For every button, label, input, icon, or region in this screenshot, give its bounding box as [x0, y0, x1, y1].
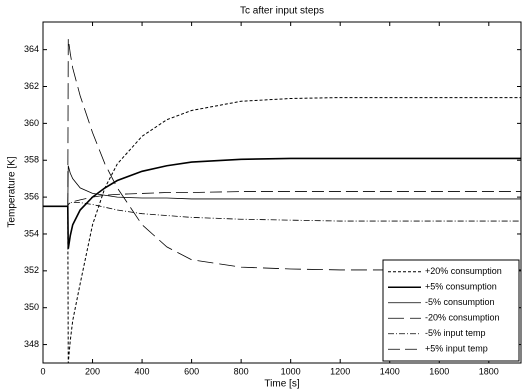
y-tick-label: 362 [24, 81, 39, 91]
y-tick-label: 360 [24, 118, 39, 128]
x-tick-label: 1600 [429, 366, 449, 376]
legend-label: +5% input temp [425, 344, 488, 354]
x-tick-label: 1400 [380, 366, 400, 376]
x-tick-label: 1200 [330, 366, 350, 376]
x-axis-label: Time [s] [264, 379, 299, 390]
x-tick-label: 1800 [479, 366, 499, 376]
legend-label: +20% consumption [425, 266, 502, 276]
x-tick-label: 0 [40, 366, 45, 376]
x-tick-label: 600 [184, 366, 199, 376]
y-tick-label: 352 [24, 265, 39, 275]
series-line [43, 157, 521, 249]
x-tick-label: 200 [85, 366, 100, 376]
y-tick-label: 364 [24, 44, 39, 54]
series-line [43, 38, 521, 271]
series-line [43, 191, 521, 207]
x-tick-label: 800 [234, 366, 249, 376]
y-tick-label: 350 [24, 302, 39, 312]
series-line [43, 165, 521, 207]
legend-label: +5% consumption [425, 282, 497, 292]
y-tick-label: 354 [24, 228, 39, 238]
y-axis-label: Temperature [K] [7, 156, 18, 227]
series-line [43, 97, 521, 364]
plot-frame [42, 21, 522, 364]
y-tick-label: 348 [24, 339, 39, 349]
legend-label: -5% input temp [425, 328, 486, 338]
legend-label: -5% consumption [425, 297, 495, 307]
x-tick-label: 400 [135, 366, 150, 376]
legend-box [382, 259, 520, 362]
series-line [43, 202, 521, 222]
legend-label: -20% consumption [425, 313, 500, 323]
x-tick-label: 1000 [281, 366, 301, 376]
y-tick-label: 356 [24, 191, 39, 201]
y-tick-label: 358 [24, 155, 39, 165]
chart-title: Tc after input steps [240, 6, 324, 17]
